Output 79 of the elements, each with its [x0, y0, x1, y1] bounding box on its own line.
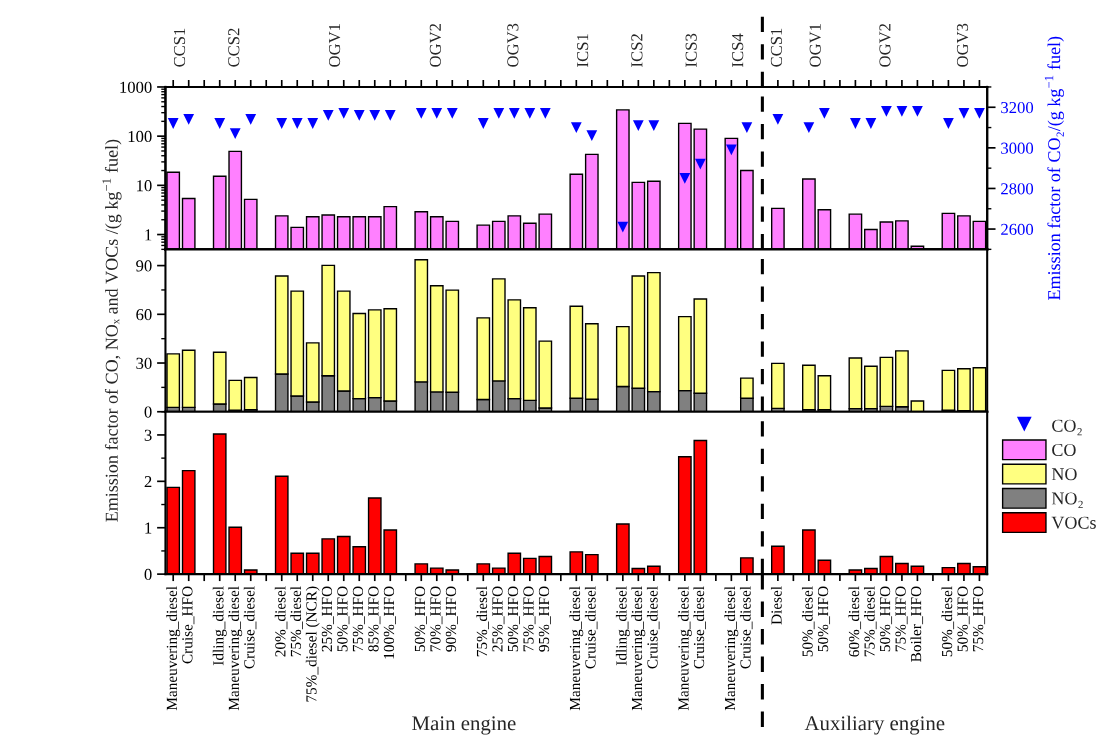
y-tick-label: 10	[137, 180, 152, 192]
y-tick-label: 1	[145, 229, 152, 241]
x-tick-label: 95%_HFO	[538, 586, 551, 652]
legend-label: NO	[1051, 468, 1077, 481]
x-tick-label: 75%_HFO	[523, 586, 536, 652]
text: OGV3	[956, 23, 969, 67]
x-tick-label: 75%_HFO	[972, 586, 986, 652]
x-tick-label: 20%_diesel	[274, 586, 288, 657]
y2-tick-label: 2800	[1001, 183, 1034, 195]
x-tick-label: 75%_diesel	[863, 586, 877, 657]
y-axis-title: Emission factor of CO, NOₓ and VOCs /(g kg$^{−1}$ fuel)	[102, 139, 122, 522]
text: CCS2	[228, 28, 240, 67]
x-tick-label: Cruise_diesel	[243, 586, 257, 669]
x-tick-label: 25%_HFO	[492, 586, 505, 652]
legend-label: NO₂	[1051, 492, 1083, 509]
x-tick-label: Cruise_diesel	[584, 586, 598, 669]
x-tick-label: Maneuvering_diesel	[166, 586, 181, 711]
x-tick-label: 50%_HFO	[957, 586, 970, 652]
x-tick-label: Maneuvering_diesel	[631, 586, 646, 711]
text: ICS1	[577, 34, 589, 67]
x-tick-label: 50%_HFO	[879, 586, 893, 652]
text: OGV2	[879, 23, 891, 67]
text: CCS1	[173, 28, 186, 67]
y-tick-label: 3	[144, 429, 152, 441]
x-tick-label: 75%_diesel (NCR)	[305, 586, 320, 702]
text: OGV1	[809, 24, 821, 67]
x-tick-label: 50%_HFO	[337, 586, 350, 652]
legend-label: VOCs	[1051, 516, 1096, 529]
y2-tick-label: 3000	[1001, 142, 1034, 154]
x-tick-label: 75%_HFO	[352, 586, 365, 652]
y-tick-label: 1	[145, 522, 152, 534]
text: OGV2	[429, 23, 442, 67]
x-tick-label: Diesel	[770, 586, 782, 625]
text: ICS2	[631, 34, 643, 67]
y-tick-label: 1000	[120, 81, 152, 93]
x-tick-label: Maneuvering_diesel	[569, 586, 584, 711]
text: OGV3	[507, 23, 519, 67]
x-tick-label: 50%_diesel	[801, 586, 815, 657]
legend-label: CO₂	[1052, 419, 1082, 436]
text: ICS4	[732, 33, 744, 67]
x-tick-label: 75%_diesel	[476, 586, 489, 657]
y-tick-label: 30	[136, 357, 152, 369]
x-tick-label: 50%_HFO	[507, 586, 520, 652]
x-tick-label: Idling_diesel	[615, 586, 630, 666]
y-tick-label: 100	[128, 130, 152, 143]
x-tick-label: Maneuvering_diesel	[677, 586, 692, 711]
x-tick-label: Cruise_diesel	[646, 586, 660, 669]
y-tick-label: 0	[144, 406, 152, 418]
y-tick-label: 0	[144, 568, 152, 581]
x-tick-label: 90%_HFO	[445, 586, 458, 652]
y2-tick-label: 3200	[1001, 101, 1034, 114]
text: CCS1	[770, 28, 783, 67]
y2-axis-title: Emission factor of CO₂/(g kg$^{−1}$ fuel)	[1044, 36, 1064, 300]
y2-tick-label: 2600	[1001, 223, 1034, 235]
x-tick-label: 60%_diesel	[848, 586, 862, 657]
x-tick-label: Cruise_diesel	[693, 586, 706, 669]
text: OGV1	[328, 24, 341, 67]
y-tick-label: 90	[136, 260, 152, 272]
x-tick-label: 50%_HFO	[414, 586, 427, 652]
x-tick-label: 85%_HFO	[368, 586, 381, 652]
x-tick-label: Cruise_HFO	[182, 586, 195, 664]
y-tick-label: 2	[144, 476, 152, 488]
x-tick-label: 75%_HFO	[895, 586, 908, 652]
x-tick-label: 100%_HFO	[383, 586, 396, 659]
legend-label: CO	[1052, 443, 1076, 457]
x-tick-label: Idling_diesel	[212, 586, 227, 666]
x-tick-label: Boiler_HFO	[910, 586, 924, 662]
text: Main engine	[412, 716, 516, 735]
x-tick-label: 70%_HFO	[430, 586, 443, 652]
x-tick-label: Cruise_diesel	[739, 586, 753, 669]
x-tick-label: Maneuvering_diesel	[228, 586, 243, 711]
y-tick-label: 60	[136, 309, 152, 321]
x-tick-label: Maneuvering_diesel	[724, 586, 739, 711]
x-tick-label: 25%_HFO	[321, 586, 334, 652]
x-tick-label: 50%_HFO	[817, 586, 831, 652]
x-tick-label: 50%_diesel	[941, 586, 955, 657]
text: ICS3	[685, 33, 697, 67]
text: Auxiliary engine	[804, 715, 945, 735]
x-tick-label: 75%_diesel	[290, 586, 303, 657]
